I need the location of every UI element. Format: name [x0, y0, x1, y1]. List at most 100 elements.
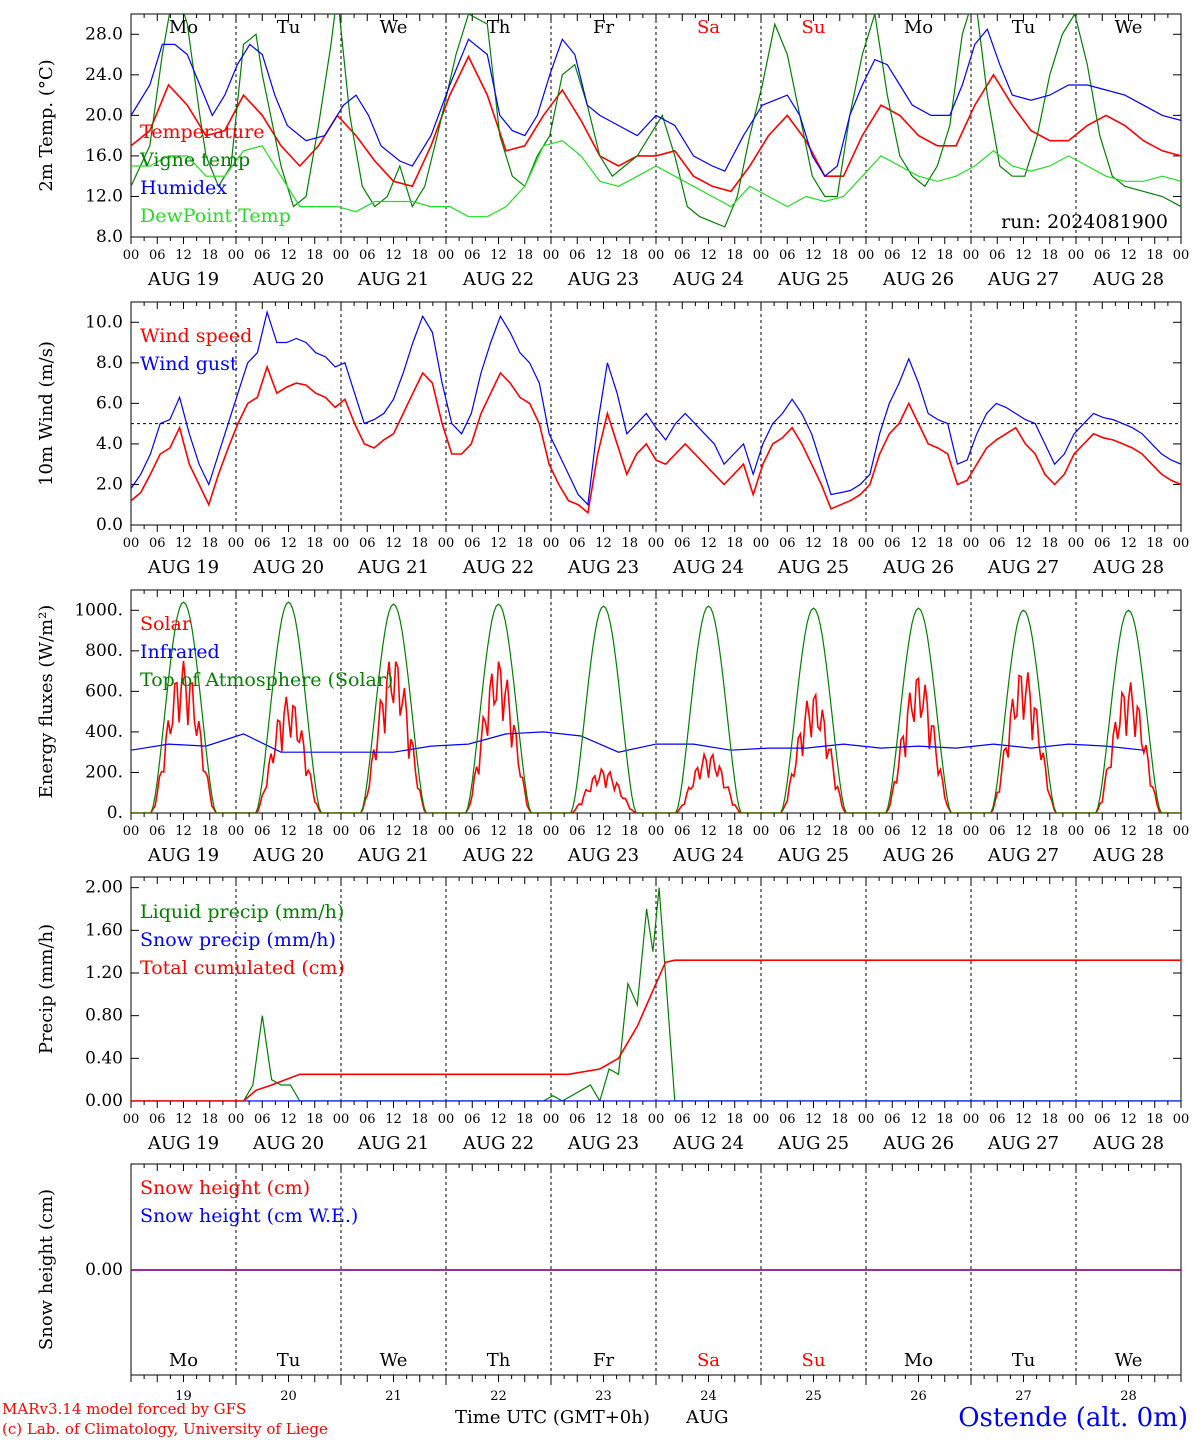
hour-tick-label: 00 — [543, 824, 560, 839]
hour-tick-label: 18 — [936, 824, 953, 839]
hour-tick-label: 06 — [254, 824, 271, 839]
hour-tick-label: 18 — [201, 824, 218, 839]
meteogram-panels: 8.0 12.0 16.0 20.0 24.0 28.0 2m Temp. (°C) 00 06… — [36, 13, 1190, 1404]
hour-tick-label: 18 — [411, 536, 428, 551]
hour-tick-label: 06 — [779, 1112, 796, 1127]
y-tick-label: 12.0 — [85, 186, 123, 206]
hour-tick-label: 06 — [464, 536, 481, 551]
hour-tick-label: 18 — [726, 536, 743, 551]
hour-tick-label: 00 — [438, 536, 455, 551]
hour-tick-label: 12 — [700, 1112, 717, 1127]
series-wind-speed — [131, 364, 1181, 515]
hour-tick-label: 06 — [569, 1112, 586, 1127]
bottom-weekday-label: Mo — [904, 1350, 933, 1371]
bottom-weekday-label: Su — [802, 1350, 826, 1371]
hour-tick-label: 00 — [1173, 536, 1190, 551]
hour-tick-label: 06 — [674, 824, 691, 839]
hour-tick-label: 12 — [280, 536, 297, 551]
date-label: AUG 24 — [672, 1133, 744, 1154]
hour-tick-label: 18 — [1146, 248, 1163, 263]
hour-tick-label: 00 — [228, 248, 245, 263]
y-tick-label: 1.60 — [85, 920, 123, 940]
hour-tick-label: 12 — [700, 536, 717, 551]
date-label: AUG 27 — [987, 557, 1059, 578]
hour-tick-label: 06 — [989, 1112, 1006, 1127]
date-label: AUG 23 — [567, 557, 639, 578]
legend-entry: Snow height (cm W.E.) — [140, 1205, 358, 1227]
hour-tick-label: 12 — [490, 536, 507, 551]
date-label: AUG 25 — [777, 557, 849, 578]
hour-tick-label: 12 — [490, 1112, 507, 1127]
plot-frame — [130, 589, 1182, 814]
series-temperature — [131, 54, 1181, 193]
hour-tick-label: 00 — [963, 248, 980, 263]
bottom-weekday-label: Mo — [169, 1350, 198, 1371]
date-label: AUG 20 — [252, 557, 324, 578]
hour-tick-label: 12 — [1015, 1112, 1032, 1127]
series-group — [131, 309, 1181, 515]
date-label: AUG 19 — [147, 557, 219, 578]
series-total-cumulated-cm — [131, 959, 1181, 1101]
date-label: AUG 26 — [882, 269, 954, 290]
date-label: AUG 25 — [777, 845, 849, 866]
date-label: AUG 21 — [357, 269, 429, 290]
date-label: AUG 28 — [1092, 269, 1164, 290]
y-tick-label: 4.0 — [96, 434, 123, 454]
legend-entry: Snow height (cm) — [140, 1177, 310, 1199]
hour-tick-label: 00 — [858, 536, 875, 551]
legend-entry: Temperature — [140, 121, 264, 143]
legend-entry: Humidex — [140, 177, 227, 199]
plot-frame — [130, 301, 1182, 526]
y-axis-label: 10m Wind (m/s) — [36, 341, 57, 486]
hour-tick-label: 12 — [175, 248, 192, 263]
series-humidex — [131, 27, 1181, 178]
date-label: AUG 28 — [1092, 845, 1164, 866]
hour-tick-label: 00 — [543, 536, 560, 551]
hour-tick-label: 06 — [989, 248, 1006, 263]
date-label: AUG 27 — [987, 269, 1059, 290]
hour-tick-label: 06 — [149, 536, 166, 551]
hour-tick-label: 00 — [1068, 248, 1085, 263]
hour-tick-label: 06 — [149, 1112, 166, 1127]
hour-tick-label: 06 — [1094, 824, 1111, 839]
hour-tick-label: 00 — [228, 536, 245, 551]
date-label: AUG 25 — [777, 1133, 849, 1154]
hour-tick-label: 12 — [1120, 248, 1137, 263]
hour-tick-label: 12 — [595, 248, 612, 263]
y-tick-label: 0.80 — [85, 1006, 123, 1026]
hour-tick-label: 18 — [411, 248, 428, 263]
y-tick-label: 1.20 — [85, 963, 123, 983]
hour-tick-label: 18 — [201, 1112, 218, 1127]
hour-tick-label: 18 — [621, 248, 638, 263]
hour-tick-label: 12 — [700, 248, 717, 263]
hour-tick-label: 06 — [569, 824, 586, 839]
bottom-day-number: 19 — [175, 1389, 192, 1404]
hour-tick-label: 06 — [254, 1112, 271, 1127]
y-tick-label: 8.0 — [96, 353, 123, 373]
y-axis-label: Snow height (cm) — [36, 1189, 57, 1350]
panel-1: 8.0 12.0 16.0 20.0 24.0 28.0 2m Temp. (°C) 00 06… — [36, 13, 1189, 290]
hour-tick-label: 12 — [910, 248, 927, 263]
date-label: AUG 22 — [462, 845, 534, 866]
hour-tick-label: 06 — [569, 536, 586, 551]
legend-entry: Solar — [140, 613, 192, 635]
hour-tick-label: 12 — [1120, 1112, 1137, 1127]
weekday-label: We — [380, 17, 408, 38]
hour-tick-label: 18 — [1041, 536, 1058, 551]
hour-tick-label: 12 — [595, 824, 612, 839]
hour-tick-label: 06 — [1094, 1112, 1111, 1127]
bottom-day-number: 24 — [700, 1389, 717, 1404]
y-tick-label: 600. — [85, 681, 123, 701]
hour-tick-label: 12 — [1015, 824, 1032, 839]
hour-tick-label: 12 — [805, 536, 822, 551]
legend-entry: Liquid precip (mm/h) — [140, 901, 344, 923]
hour-tick-label: 18 — [306, 1112, 323, 1127]
series-dewpoint-temp — [131, 140, 1181, 218]
hour-tick-label: 12 — [385, 824, 402, 839]
hour-tick-label: 00 — [123, 824, 140, 839]
series-group — [131, 887, 1181, 1101]
y-tick-label: 8.0 — [96, 227, 123, 247]
hour-tick-label: 00 — [963, 536, 980, 551]
hour-tick-label: 18 — [726, 1112, 743, 1127]
date-label: AUG 26 — [882, 1133, 954, 1154]
